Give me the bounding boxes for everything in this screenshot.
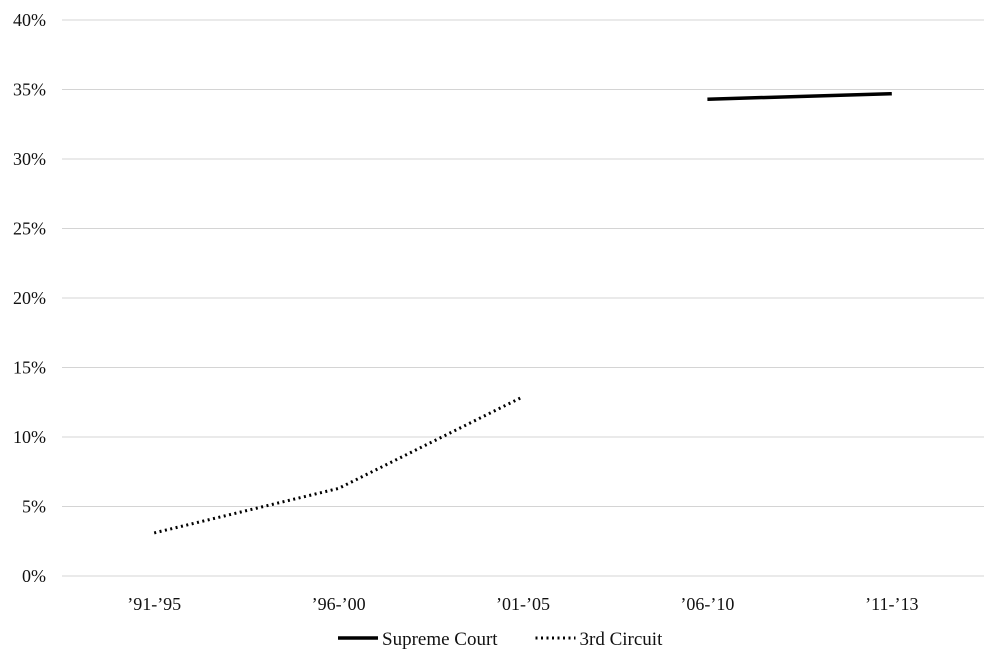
y-tick-label: 20% xyxy=(13,288,46,308)
x-axis-ticks: ’91-’95 ’96-’00 ’01-’05 ’06-’10 ’11-’13 xyxy=(127,594,918,614)
x-tick-label: ’96-’00 xyxy=(312,594,366,614)
series-line-1 xyxy=(153,395,524,535)
x-tick-label: ’11-’13 xyxy=(865,594,918,614)
y-tick-label: 15% xyxy=(13,358,46,378)
series-lines xyxy=(153,91,892,535)
y-tick-label: 30% xyxy=(13,149,46,169)
grid-lines xyxy=(62,19,984,577)
series-line-0 xyxy=(707,91,892,101)
y-tick-label: 5% xyxy=(22,497,46,517)
legend-label: 3rd Circuit xyxy=(580,629,664,650)
y-tick-label: 25% xyxy=(13,219,46,239)
y-tick-label: 10% xyxy=(13,427,46,447)
x-tick-label: ’06-’10 xyxy=(680,594,734,614)
y-tick-label: 40% xyxy=(13,10,46,30)
y-axis-ticks: 0% 5% 10% 15% 20% 25% 30% 35% 40% xyxy=(13,10,46,586)
x-tick-label: ’91-’95 xyxy=(127,594,181,614)
y-tick-label: 35% xyxy=(13,80,46,100)
y-tick-label: 0% xyxy=(22,566,46,586)
legend: Supreme Court 3rd Circuit xyxy=(338,629,663,650)
legend-label: Supreme Court xyxy=(382,629,498,650)
x-tick-label: ’01-’05 xyxy=(496,594,550,614)
